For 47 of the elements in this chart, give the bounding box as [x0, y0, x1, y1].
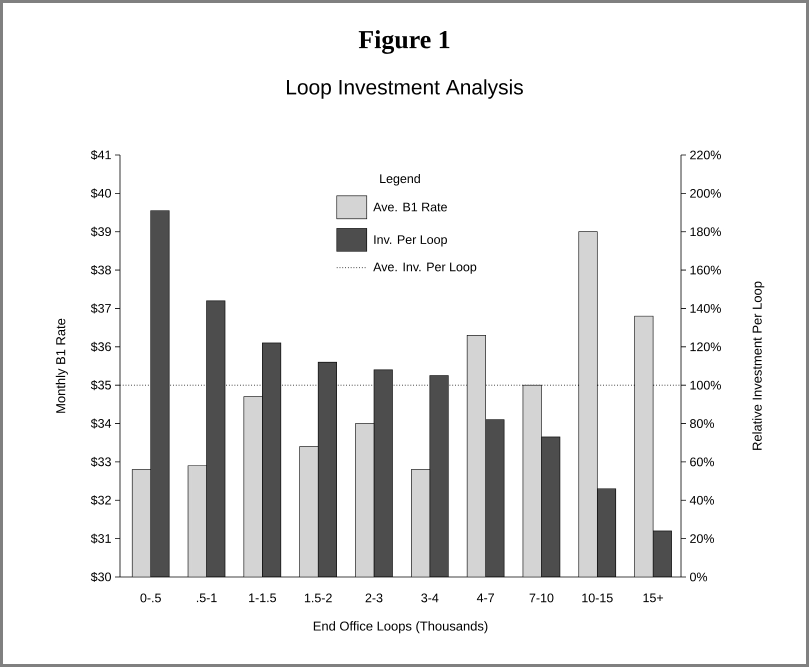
y-tick-label: $32	[90, 495, 111, 506]
bar	[150, 210, 170, 577]
chart-subtitle: Loop Investment Analysis	[287, 79, 523, 99]
y2-tick-label: 40%	[690, 496, 714, 505]
y-tick-label: $33	[90, 456, 111, 467]
legend-title: Legend	[380, 174, 420, 186]
y2-tick-label: 0%	[690, 572, 708, 582]
y-tick-label: $41	[90, 150, 111, 160]
x-tick-label: 4-7	[476, 594, 494, 602]
y-tick-label: $30	[90, 572, 111, 582]
bar	[206, 300, 226, 577]
y2-tick-label: 180%	[690, 227, 721, 236]
y-tick-label: $35	[90, 380, 111, 390]
y-tick-label: $38	[90, 265, 111, 276]
y2-tick-label: 220%	[690, 150, 721, 160]
y2-tick-label: 100%	[690, 380, 721, 390]
legend-label: Ave. Inv. Per Loop	[373, 262, 476, 274]
x-tick-label: 10-15	[582, 594, 613, 602]
x-tick-label: 0-.5	[140, 594, 161, 602]
y2-tick-label: 20%	[690, 534, 714, 544]
x-tick-label: 1.5-2	[304, 594, 332, 602]
legend-label: Ave. B1 Rate	[373, 202, 447, 212]
y-axis-title: Monthly B1 Rate	[56, 318, 68, 413]
y2-tick-label: 120%	[690, 342, 721, 352]
x-tick-label: 1-1.5	[249, 594, 276, 602]
bar	[596, 488, 616, 577]
y2-tick-label: 200%	[690, 188, 721, 198]
legend-label: Inv. Per Loop	[374, 235, 447, 246]
y2-axis-title: Relative Investment Per Loop	[752, 282, 764, 450]
y-tick-label: $34	[90, 418, 112, 429]
x-tick-label: 2-3	[366, 594, 382, 602]
chart-title: Figure 1	[358, 30, 450, 54]
y2-tick-label: 80%	[690, 419, 714, 428]
y-tick-label: $36	[90, 342, 111, 352]
y2-tick-label: 140%	[690, 304, 721, 313]
bar	[652, 530, 672, 577]
x-tick-label: 3-4	[421, 594, 438, 602]
y-tick-label: $40	[90, 188, 111, 198]
y-tick-label: $39	[90, 226, 111, 237]
y2-tick-label: 160%	[690, 266, 721, 274]
y-tick-label: $37	[90, 303, 111, 314]
x-tick-label: .5-1	[196, 594, 217, 602]
x-tick-label: 15+	[643, 594, 664, 602]
x-tick-label: 7-10	[530, 594, 554, 602]
y-tick-label: $31	[90, 534, 111, 544]
y2-tick-label: 60%	[690, 458, 714, 466]
x-axis-title: End Office Loops (Thousands)	[314, 621, 488, 634]
